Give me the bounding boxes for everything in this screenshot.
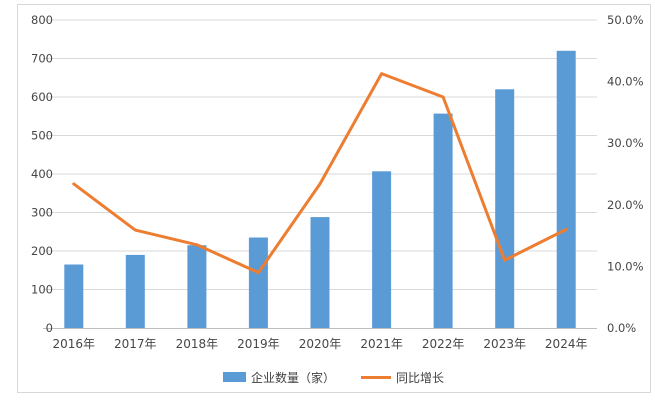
x-axis-tick-label: 2020年 [299,337,342,351]
bar-swatch-icon [222,372,246,382]
left-axis-tick-label: 600 [31,90,53,104]
right-axis-tick-label: 40.0% [607,75,644,89]
bar [310,217,330,328]
legend-item-line-series: 同比增长 [361,369,444,386]
bar [64,264,84,328]
bar [187,245,207,328]
right-axis-tick-label: 10.0% [607,259,644,273]
left-axis-tick-label: 700 [31,52,53,66]
left-axis-tick-label: 300 [31,206,53,220]
gridlines [43,19,597,290]
right-axis-tick-label: 30.0% [607,136,644,150]
x-axis-tick-label: 2018年 [176,337,219,351]
x-axis-tick-label: 2019年 [237,337,280,351]
legend: 企业数量（家） 同比增长 [17,367,650,387]
x-axis-tick-label: 2017年 [114,337,157,351]
legend-label-bar-series: 企业数量（家） [250,370,335,385]
right-axis-tick-label: 0.0% [607,321,636,335]
left-axis-tick-label: 500 [31,129,53,143]
bar [433,113,453,328]
bar [556,50,576,329]
x-axis-tick-label: 2016年 [53,337,96,351]
bar [372,171,392,328]
bar-series [64,50,576,329]
right-axis-tick-label: 50.0% [607,13,644,27]
chart-frame [17,4,651,393]
left-axis-tick-label: 800 [31,13,53,27]
left-axis-tick-label: 200 [31,244,53,258]
left-axis-tick-labels: 0 100 200 300 400 500 600 700 800 [31,13,53,335]
legend-label-line-series: 同比增长 [396,370,445,385]
x-axis-tick-label: 2021年 [360,337,403,351]
x-axis-tick-label: 2022年 [422,337,465,351]
left-axis-tick-label: 0 [46,321,53,335]
line-swatch-icon [361,375,391,379]
line-series [72,72,568,275]
bar [125,254,145,328]
left-axis-tick-label: 400 [31,167,53,181]
x-axis-tick-label: 2024年 [545,337,588,351]
x-axis-tick-labels: 2016年 2017年 2018年 2019年 2020年 2021年 2022年 2023年… [53,337,588,351]
right-axis-tick-labels: 0.0% 10.0% 20.0% 30.0% 40.0% 50.0% [607,13,644,335]
bar [495,89,515,328]
x-axis-tick-label: 2023年 [483,337,526,351]
legend-item-bar-series: 企业数量（家） [222,369,335,386]
right-axis-tick-label: 20.0% [607,198,644,212]
bar [248,237,268,328]
left-axis-tick-label: 100 [31,283,53,297]
